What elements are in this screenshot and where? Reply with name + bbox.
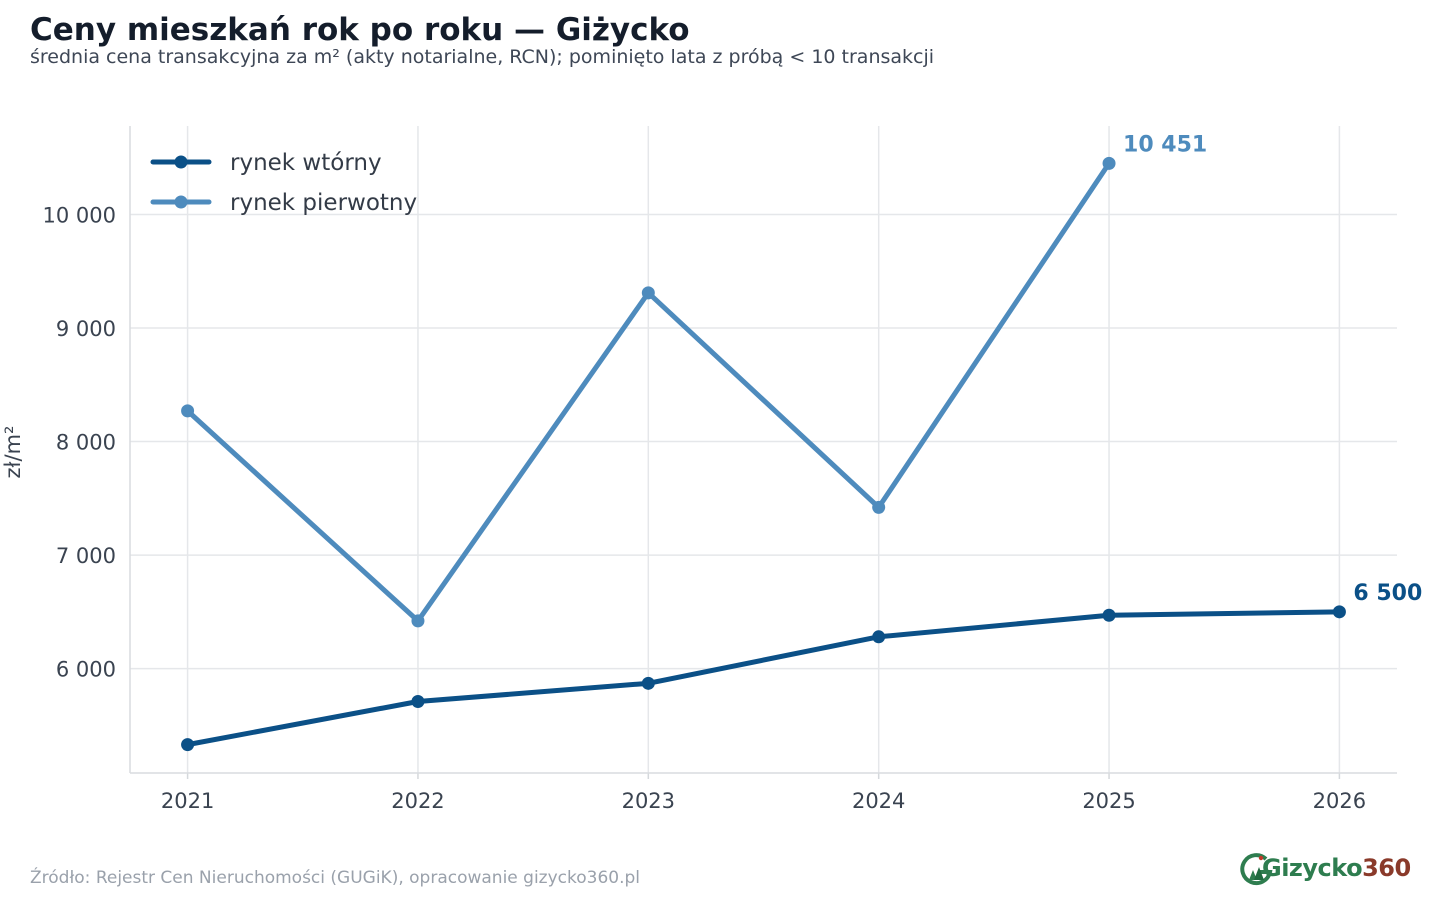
data-point — [1332, 605, 1346, 619]
logo-text-main: Gizycko — [1262, 854, 1363, 882]
data-point — [872, 630, 886, 644]
end-value-label: 6 500 — [1353, 581, 1422, 606]
source-note: Źródło: Rejestr Cen Nieruchomości (GUGiK… — [30, 868, 641, 888]
x-tick-label: 2023 — [622, 789, 675, 813]
data-point — [411, 614, 425, 628]
y-tick-label: 10 000 — [43, 204, 116, 228]
logo-text-num: 360 — [1362, 854, 1411, 882]
labels-layer: 6 500 10 451 — [1123, 132, 1422, 605]
legend-label: rynek wtórny — [230, 150, 382, 176]
end-value-label: 10 451 — [1123, 132, 1207, 157]
series-layer — [181, 156, 1346, 752]
logo-wordmark: Gizycko360 — [1262, 854, 1411, 882]
y-tick-label: 6 000 — [56, 658, 116, 682]
data-point — [1102, 608, 1116, 622]
x-tick-label: 2022 — [391, 789, 444, 813]
data-point — [872, 500, 886, 514]
legend-label: rynek pierwotny — [230, 190, 417, 216]
data-point — [411, 694, 425, 708]
logo-mark-icon — [1240, 853, 1273, 886]
y-axis-label: zł/m² — [1, 426, 25, 479]
series-line-rynek-wtorny — [185, 609, 1342, 748]
chart-title: Ceny mieszkań rok po roku — Giżycko — [30, 12, 690, 48]
y-tick-label: 7 000 — [56, 544, 116, 568]
y-tick-label: 8 000 — [56, 431, 116, 455]
y-tick-label: 9 000 — [56, 317, 116, 341]
x-tick-label: 2021 — [161, 789, 214, 813]
gizycko360-logo: Gizycko360 — [1240, 848, 1416, 892]
x-tick-label: 2026 — [1313, 789, 1366, 813]
data-point — [181, 404, 195, 418]
data-point — [181, 738, 195, 752]
x-tick-label: 2024 — [852, 789, 905, 813]
legend-marker-icon — [174, 195, 188, 209]
grid — [130, 126, 1397, 773]
data-point — [641, 676, 655, 690]
data-point — [1102, 156, 1116, 170]
legend-marker-icon — [174, 155, 188, 169]
data-point — [641, 286, 655, 300]
axes: 6 000 7 000 8 000 9 000 10 000 2021 2022 2023 20… — [1, 126, 1397, 813]
chart-subtitle: średnia cena transakcyjna za m² (akty no… — [30, 46, 935, 68]
x-tick-label: 2025 — [1082, 789, 1135, 813]
legend: rynek wtórny rynek pierwotny — [150, 150, 417, 216]
